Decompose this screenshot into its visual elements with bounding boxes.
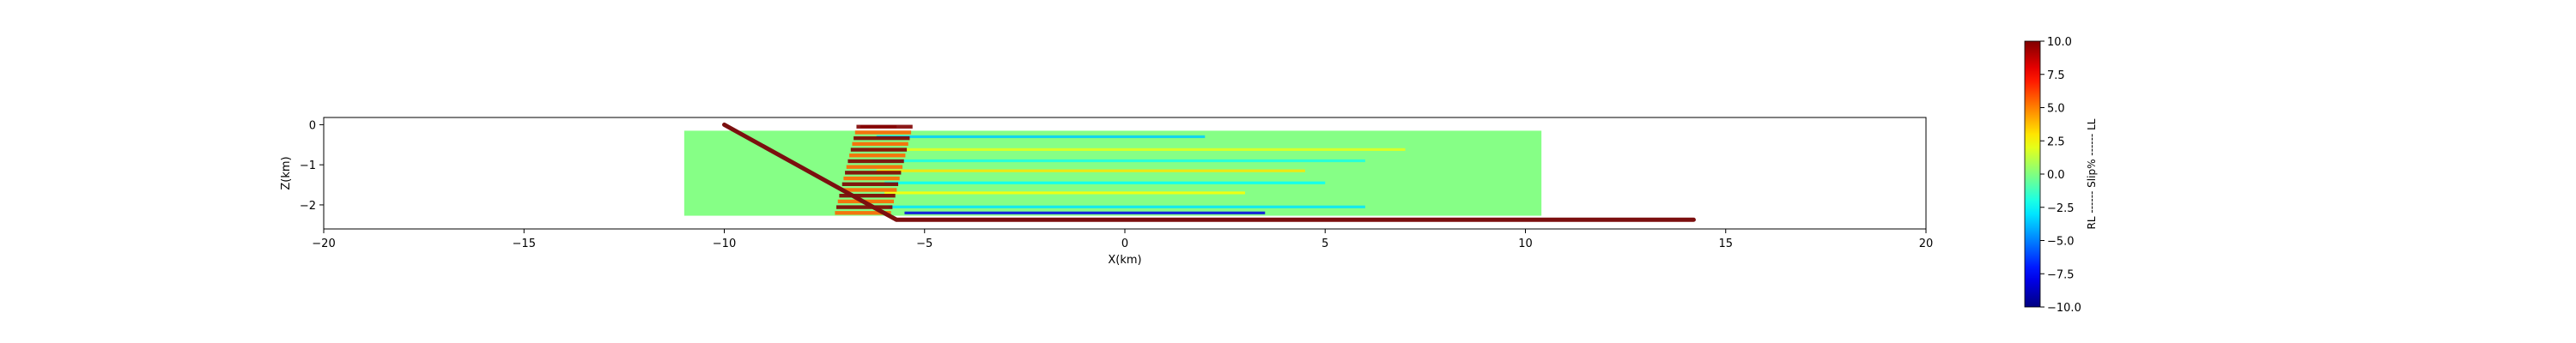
y-tick-label: −2 xyxy=(300,200,316,213)
high-slip-band xyxy=(848,159,904,164)
high-slip-band xyxy=(850,147,908,152)
colorbar-tick-label: 5.0 xyxy=(2047,103,2065,116)
plot-area xyxy=(323,117,1927,230)
x-tick-label: 15 xyxy=(1718,238,1733,250)
x-tick-label: −5 xyxy=(916,238,933,250)
high-slip-band xyxy=(854,130,912,135)
high-slip-band xyxy=(843,176,900,181)
high-slip-band xyxy=(841,182,899,186)
x-tick-label: −10 xyxy=(713,238,736,250)
colorbar-tick-label: −5.0 xyxy=(2047,236,2075,249)
colorbar-tick-label: 2.5 xyxy=(2047,135,2065,148)
y-axis: 0 −1 −2 xyxy=(300,119,324,213)
x-tick-label: 5 xyxy=(1321,238,1328,250)
high-slip-band xyxy=(854,135,910,141)
colorbar-label: RL ------ Slip% ------ LL xyxy=(2086,118,2098,229)
colorbar-tick-label: −7.5 xyxy=(2047,268,2075,281)
colorbar-tick-label: 7.5 xyxy=(2047,69,2065,82)
colorbar-tick-label: 10.0 xyxy=(2047,36,2072,49)
high-slip-band xyxy=(856,124,913,129)
x-tick-label: 0 xyxy=(1121,238,1128,250)
colorbar-tick-label: −2.5 xyxy=(2047,202,2075,215)
x-tick-label: 20 xyxy=(1919,238,1934,250)
y-tick-label: 0 xyxy=(309,119,316,132)
colorbar-ticks: 10.0 7.5 5.0 2.5 0.0 −2.5 −5.0 −7.5 −10.0 xyxy=(2040,36,2081,315)
colorbar-gradient xyxy=(2024,40,2041,308)
slip-heatmap xyxy=(683,124,1542,216)
colorbar-tick-label: −10.0 xyxy=(2047,302,2081,315)
slip-streak xyxy=(884,191,1245,195)
fault-line xyxy=(722,122,1696,222)
high-slip-band xyxy=(835,211,891,215)
slip-streak xyxy=(904,211,1266,214)
background-slip-region xyxy=(683,130,1542,216)
x-tick-label: 10 xyxy=(1518,238,1533,250)
x-tick-label: −20 xyxy=(312,238,335,250)
high-slip-band xyxy=(849,153,906,158)
colorbar: 10.0 7.5 5.0 2.5 0.0 −2.5 −5.0 −7.5 −10.0 RL ---… xyxy=(2024,36,2098,315)
slip-streak xyxy=(868,147,1406,152)
slip-streak xyxy=(876,169,1305,172)
high-slip-band xyxy=(841,188,897,192)
x-axis-label: X(km) xyxy=(1108,254,1141,267)
x-tick-label: −15 xyxy=(513,238,536,250)
slip-streak xyxy=(888,205,1365,208)
high-slip-band xyxy=(839,193,896,198)
high-slip-band xyxy=(845,171,902,175)
high-slip-band xyxy=(836,205,893,209)
slip-streak xyxy=(872,159,1365,163)
high-slip-band xyxy=(852,141,908,147)
x-axis: −20 −15 −10 −5 0 5 10 15 20 xyxy=(312,229,1933,250)
y-tick-label: −1 xyxy=(300,159,316,172)
slip-streak xyxy=(876,135,1206,139)
fault-trace xyxy=(722,122,1696,222)
slip-streak xyxy=(884,181,1326,184)
y-axis-label: Z(km) xyxy=(280,156,293,190)
high-slip-band xyxy=(846,165,903,169)
colorbar-tick-label: 0.0 xyxy=(2047,169,2065,182)
